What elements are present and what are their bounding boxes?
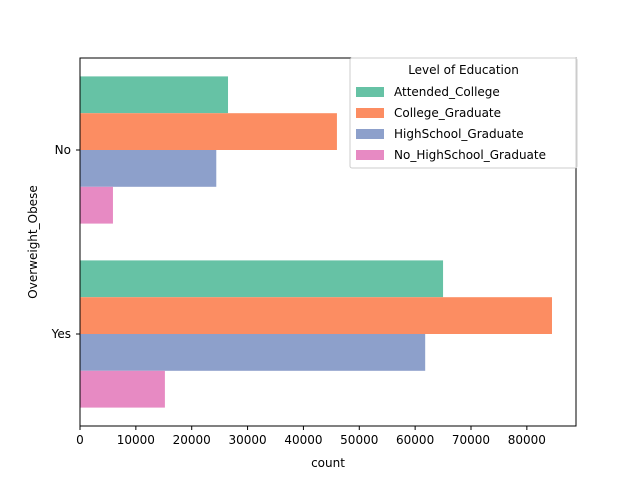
x-tick-label: 30000 <box>228 433 266 447</box>
bar-no-highschool-graduate <box>80 150 217 187</box>
bar-no-college-graduate <box>80 113 337 150</box>
x-axis-label: count <box>311 456 345 470</box>
legend-swatch <box>356 150 384 160</box>
x-tick-label: 0 <box>76 433 84 447</box>
legend-box <box>349 57 578 169</box>
legend-label: HighSchool_Graduate <box>394 127 524 141</box>
bar-yes-college-graduate <box>80 297 552 334</box>
bars-group <box>80 76 552 408</box>
legend-label: Attended_College <box>394 85 500 99</box>
bar-yes-attended-college <box>80 260 444 298</box>
legend: Level of Education Attended_College Colleg… <box>349 57 578 169</box>
legend-swatch <box>356 87 384 97</box>
x-tick-label: 50000 <box>340 433 378 447</box>
x-tick-label: 40000 <box>284 433 322 447</box>
plot-frame <box>79 57 577 427</box>
legend-label: College_Graduate <box>394 106 501 120</box>
y-tick-label: No <box>55 143 71 157</box>
bar-yes-highschool-graduate <box>80 334 426 371</box>
axes-group: 0 10000 20000 30000 40000 50000 60000 70000 8000… <box>51 57 577 447</box>
x-tick-label: 10000 <box>117 433 155 447</box>
x-tick-label: 70000 <box>452 433 490 447</box>
bar-yes-no-highschool-graduate <box>80 370 165 408</box>
x-tick-label: 60000 <box>396 433 434 447</box>
legend-label: No_HighSchool_Graduate <box>394 148 546 162</box>
legend-swatch <box>356 108 384 118</box>
x-tick-label: 20000 <box>173 433 211 447</box>
x-tick-label: 80000 <box>508 433 546 447</box>
legend-title: Level of Education <box>408 63 519 77</box>
bar-no-no-highschool-graduate <box>80 186 113 224</box>
y-tick-label: Yes <box>51 327 71 341</box>
bar-no-attended-college <box>80 76 229 114</box>
legend-swatch <box>356 129 384 139</box>
y-axis-label: Overweight_Obese <box>26 185 40 298</box>
